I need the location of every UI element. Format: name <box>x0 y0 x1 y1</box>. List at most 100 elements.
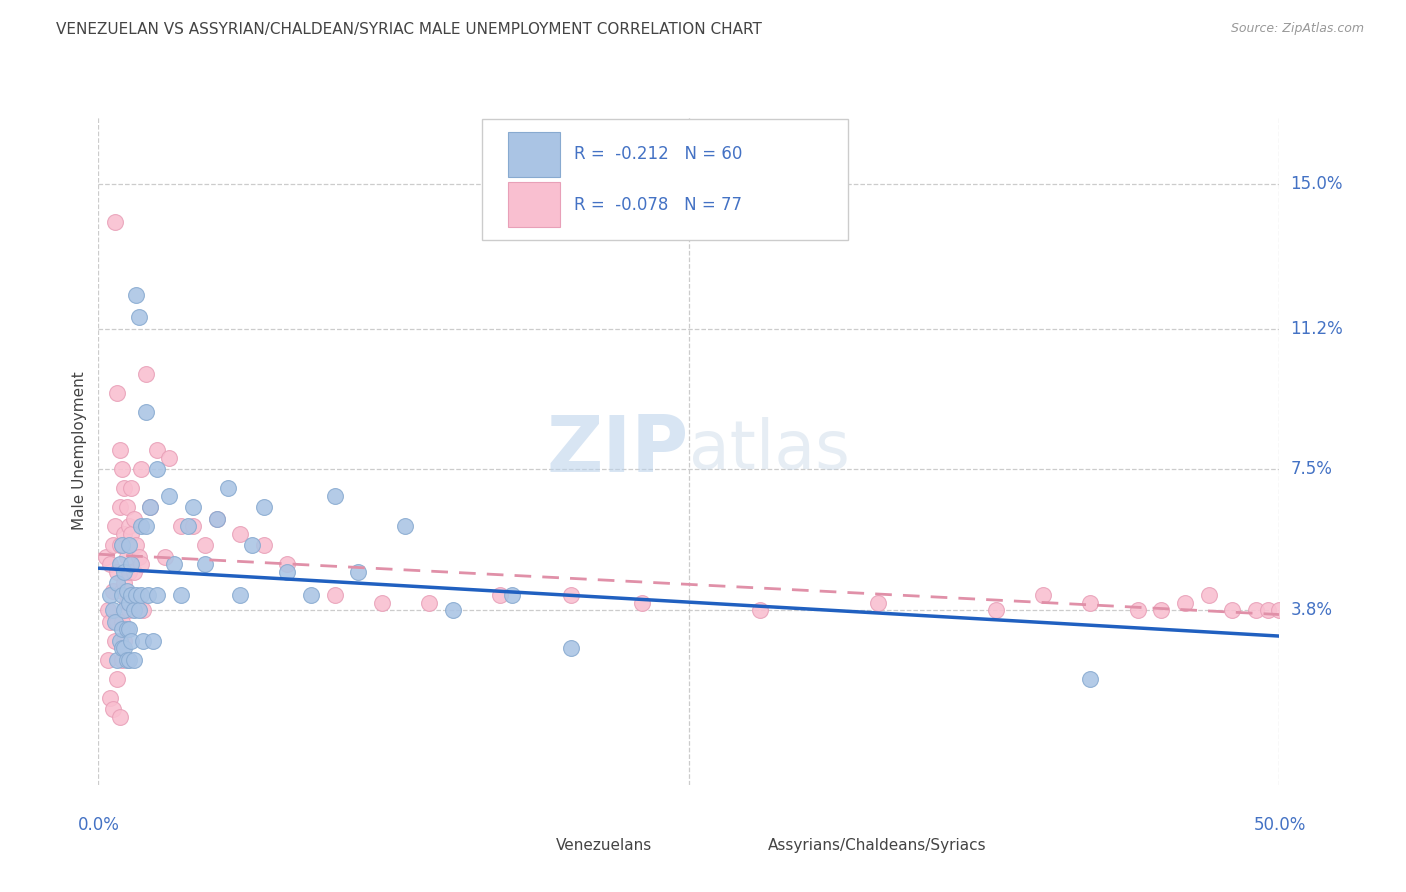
Text: 50.0%: 50.0% <box>1253 815 1306 833</box>
Text: 7.5%: 7.5% <box>1291 460 1333 478</box>
Text: 15.0%: 15.0% <box>1291 176 1343 194</box>
Point <box>122 512 145 526</box>
Point <box>371 595 394 609</box>
Text: R =  -0.212   N = 60: R = -0.212 N = 60 <box>575 145 742 163</box>
Point <box>105 576 128 591</box>
Point <box>142 633 165 648</box>
Point <box>105 565 128 579</box>
Point <box>1126 603 1149 617</box>
Point <box>229 527 252 541</box>
Point <box>108 443 131 458</box>
Point <box>101 539 124 553</box>
Text: Venezuelans: Venezuelans <box>555 838 652 853</box>
Point <box>112 603 135 617</box>
Point <box>121 558 143 572</box>
FancyBboxPatch shape <box>728 830 759 860</box>
Point <box>128 310 150 325</box>
Point <box>112 633 135 648</box>
Text: Source: ZipAtlas.com: Source: ZipAtlas.com <box>1230 22 1364 36</box>
Point <box>1268 603 1291 617</box>
Point <box>139 500 162 515</box>
Point <box>276 558 298 572</box>
Point <box>136 588 159 602</box>
Text: 3.8%: 3.8% <box>1291 601 1333 619</box>
Point <box>299 588 322 602</box>
Point <box>115 549 138 564</box>
Point <box>146 443 169 458</box>
Point <box>104 215 127 229</box>
Point <box>111 622 134 636</box>
Point <box>323 588 346 602</box>
Point <box>984 603 1007 617</box>
Point <box>98 690 121 705</box>
Point <box>111 539 134 553</box>
Point <box>94 549 117 564</box>
Point <box>253 500 276 515</box>
FancyBboxPatch shape <box>482 120 848 240</box>
Point <box>105 652 128 666</box>
Point <box>181 500 204 515</box>
Point <box>111 584 134 599</box>
Point <box>323 489 346 503</box>
Point <box>157 489 180 503</box>
Point <box>146 588 169 602</box>
Point <box>205 512 228 526</box>
FancyBboxPatch shape <box>508 132 560 177</box>
Point <box>866 595 889 609</box>
Point <box>122 652 145 666</box>
Point <box>104 633 127 648</box>
Point <box>170 519 193 533</box>
Point <box>560 641 582 656</box>
Point <box>115 595 138 609</box>
Point <box>112 482 135 496</box>
Point <box>118 539 141 553</box>
Point <box>194 558 217 572</box>
Point <box>111 615 134 629</box>
Point <box>394 519 416 533</box>
FancyBboxPatch shape <box>516 830 546 860</box>
Point <box>115 622 138 636</box>
Text: 0.0%: 0.0% <box>77 815 120 833</box>
Point <box>205 512 228 526</box>
Point <box>129 588 152 602</box>
Point <box>146 462 169 476</box>
Point <box>1198 588 1220 602</box>
Point <box>118 565 141 579</box>
Point <box>104 519 127 533</box>
Point <box>108 633 131 648</box>
Point <box>125 287 148 301</box>
Point <box>97 603 120 617</box>
Point <box>229 588 252 602</box>
Point <box>121 482 143 496</box>
Point <box>240 539 263 553</box>
Text: VENEZUELAN VS ASSYRIAN/CHALDEAN/SYRIAC MALE UNEMPLOYMENT CORRELATION CHART: VENEZUELAN VS ASSYRIAN/CHALDEAN/SYRIAC M… <box>56 22 762 37</box>
Point <box>122 603 145 617</box>
Point <box>128 603 150 617</box>
Point <box>128 549 150 564</box>
Point <box>122 565 145 579</box>
Point <box>111 588 134 602</box>
Point <box>170 588 193 602</box>
Point <box>98 588 121 602</box>
Text: 11.2%: 11.2% <box>1291 320 1343 338</box>
Point <box>105 615 128 629</box>
Point <box>108 558 131 572</box>
Point <box>115 584 138 599</box>
Point <box>135 519 157 533</box>
Point <box>132 633 155 648</box>
Point <box>111 462 134 476</box>
Point <box>115 500 138 515</box>
Point <box>1032 588 1054 602</box>
Point <box>501 588 523 602</box>
Point <box>157 451 180 466</box>
Text: Assyrians/Chaldeans/Syriacs: Assyrians/Chaldeans/Syriacs <box>768 838 987 853</box>
Point <box>118 622 141 636</box>
Point <box>118 652 141 666</box>
Point <box>121 595 143 609</box>
Point <box>135 368 157 382</box>
Point <box>125 588 148 602</box>
Point <box>253 539 276 553</box>
Point <box>108 500 131 515</box>
Point <box>111 652 134 666</box>
Point <box>104 615 127 629</box>
